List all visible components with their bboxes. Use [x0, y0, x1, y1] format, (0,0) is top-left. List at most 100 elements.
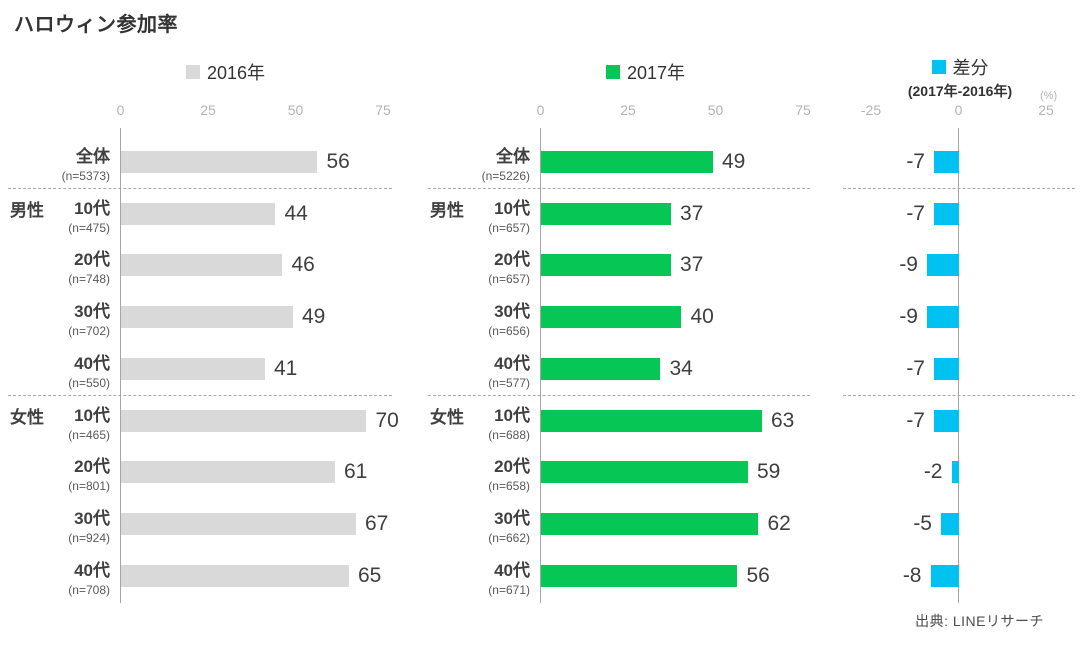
axis-tick-label: 25	[1038, 102, 1054, 118]
value-bar	[541, 512, 758, 535]
category-label: 40代	[74, 560, 110, 580]
category-label: 20代	[494, 250, 530, 270]
sample-size-label: (n=657)	[488, 272, 530, 287]
row-label: 40代 (n=577)	[410, 354, 530, 390]
row-label: 20代 (n=801)	[0, 457, 110, 493]
diff-value-label: -7	[906, 408, 925, 432]
axis-tick-label: 0	[954, 102, 963, 118]
row-label: 10代 (n=657)	[410, 199, 530, 235]
value-label: 40	[690, 305, 714, 329]
diff-bar	[927, 254, 959, 277]
value-label: 34	[669, 356, 693, 380]
value-label: 56	[326, 150, 350, 173]
value-label: 56	[746, 563, 770, 587]
row-label: 20代 (n=657)	[410, 250, 530, 286]
sample-size-label: (n=656)	[488, 324, 530, 339]
diff-bar	[934, 357, 959, 380]
row-label: 20代 (n=748)	[0, 250, 110, 286]
diff-bar	[941, 512, 959, 535]
source-note: 出典: LINEリサーチ	[915, 613, 1044, 629]
axis-tick-label: 50	[287, 102, 304, 118]
row-label: 40代 (n=708)	[0, 561, 110, 597]
sample-size-label: (n=475)	[68, 220, 110, 235]
row-label: 30代 (n=662)	[410, 509, 530, 545]
category-label: 40代	[494, 353, 530, 373]
value-label: 37	[680, 201, 704, 225]
legend-2017: 2017年	[606, 62, 685, 83]
value-label: 67	[365, 511, 389, 535]
axis-tick-label: 75	[375, 102, 391, 118]
value-bar	[121, 202, 275, 225]
category-label: 30代	[494, 508, 530, 528]
value-label: 61	[344, 460, 368, 484]
sample-size-label: (n=708)	[68, 582, 110, 597]
sample-size-label: (n=748)	[68, 272, 110, 287]
category-label: 20代	[494, 457, 530, 477]
value-bar	[541, 357, 660, 380]
value-label: 63	[771, 408, 795, 432]
row-label: 全体 (n=5373)	[0, 147, 110, 183]
category-label: 10代	[74, 198, 110, 218]
row-label: 20代 (n=658)	[410, 457, 530, 493]
axis-tick-label: 0	[116, 102, 125, 118]
category-label: 40代	[494, 560, 530, 580]
group-label: 男性	[430, 200, 464, 220]
axis-tick-label: 25	[200, 102, 216, 118]
category-label: 全体	[76, 147, 110, 166]
group-label: 女性	[430, 407, 464, 427]
value-bar	[541, 254, 671, 277]
value-label: 37	[680, 253, 704, 277]
value-bar	[541, 564, 737, 587]
separator-line	[8, 394, 392, 396]
category-label: 40代	[74, 353, 110, 373]
legend-2016-label: 2016年	[207, 63, 266, 83]
separator-line	[428, 187, 810, 189]
sample-size-label: (n=702)	[68, 324, 110, 339]
value-bar	[121, 357, 265, 380]
value-bar	[121, 512, 356, 535]
chart-title: ハロウィン参加率	[14, 14, 178, 36]
legend-diff-subtitle: (2017年-2016年)	[907, 83, 1013, 99]
sample-size-label: (n=465)	[68, 427, 110, 442]
legend-2016: 2016年	[186, 62, 266, 83]
sample-size-label: (n=550)	[68, 375, 110, 390]
sample-size-label: (n=671)	[488, 582, 530, 597]
group-label: 女性	[10, 407, 44, 427]
value-label: 41	[274, 356, 298, 380]
category-label: 20代	[74, 250, 110, 270]
diff-bar	[934, 409, 959, 432]
value-label: 44	[284, 201, 308, 225]
value-label: 49	[722, 150, 746, 173]
row-label: 30代 (n=924)	[0, 509, 110, 545]
value-bar	[541, 202, 671, 225]
row-label: 10代 (n=688)	[410, 406, 530, 442]
sample-size-label: (n=5226)	[481, 169, 530, 183]
diff-value-label: -5	[913, 511, 932, 535]
axis-tick-label: 25	[620, 102, 636, 118]
value-bar	[121, 461, 335, 484]
value-bar	[121, 564, 349, 587]
diff-value-label: -9	[899, 305, 918, 329]
percent-unit-label: (%)	[1040, 90, 1058, 102]
category-label: 30代	[74, 508, 110, 528]
separator-line	[843, 394, 1075, 396]
diff-bar	[934, 202, 959, 225]
sample-size-label: (n=657)	[488, 220, 530, 235]
diff-bar	[951, 461, 959, 484]
legend-2017-swatch	[606, 65, 620, 79]
value-label: 49	[302, 305, 326, 329]
legend-2016-swatch	[186, 65, 200, 79]
diff-value-label: -2	[923, 460, 943, 484]
value-label: 46	[291, 253, 315, 277]
separator-line	[428, 394, 810, 396]
sample-size-label: (n=5373)	[61, 169, 110, 183]
category-label: 10代	[494, 198, 530, 218]
axis-line	[120, 128, 121, 603]
value-label: 62	[767, 511, 791, 535]
value-label: 70	[375, 408, 399, 432]
legend-diff-label: 差分	[952, 58, 989, 78]
category-label: 30代	[74, 302, 110, 322]
axis-tick-label: -25	[860, 102, 882, 118]
value-bar	[541, 461, 748, 484]
